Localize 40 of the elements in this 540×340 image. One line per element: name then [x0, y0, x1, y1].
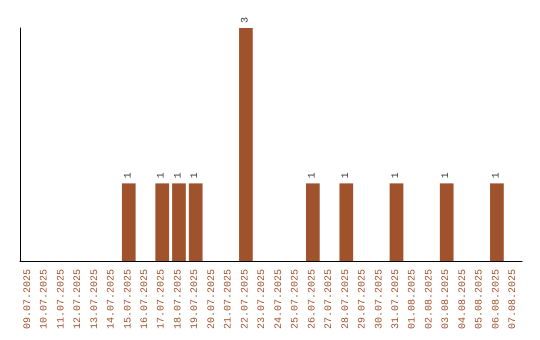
data-label: 1: [123, 172, 134, 178]
x-tick-label: 24.07.2025: [274, 268, 285, 330]
x-tick-label: 01.08.2025: [408, 268, 419, 330]
x-tick-label: 30.07.2025: [374, 268, 386, 330]
x-tick-label: 29.07.2025: [358, 268, 369, 330]
x-tick-label: 22.07.2025: [240, 268, 252, 330]
x-tick-label: 14.07.2025: [106, 268, 118, 330]
x-tick-label: 21.07.2025: [224, 268, 235, 330]
x-tick-label: 20.07.2025: [206, 268, 218, 330]
x-tick-label: 06.08.2025: [491, 268, 502, 330]
x-tick-label: 27.07.2025: [324, 268, 336, 330]
data-label: 1: [340, 172, 352, 178]
x-tick-label: 23.07.2025: [257, 268, 268, 330]
x-tick-label: 25.07.2025: [290, 268, 302, 330]
data-label: 1: [391, 172, 402, 178]
data-label: 1: [491, 172, 502, 178]
data-label: 1: [441, 172, 452, 178]
x-tick-label: 09.07.2025: [22, 268, 34, 330]
data-label: 1: [173, 172, 184, 178]
data-label: 1: [307, 172, 318, 178]
x-tick-label: 10.07.2025: [40, 268, 51, 330]
data-label: 3: [240, 16, 252, 23]
x-tick-label: 26.07.2025: [307, 268, 318, 330]
x-tick-label: 11.07.2025: [56, 268, 68, 330]
x-tick-label: 05.08.2025: [474, 268, 486, 330]
x-tick-label: 13.07.2025: [90, 268, 101, 330]
x-tick-label: 31.07.2025: [391, 268, 402, 330]
x-tick-label: 16.07.2025: [140, 268, 151, 330]
x-tick-label: 07.08.2025: [508, 268, 520, 330]
x-tick-label: 18.07.2025: [173, 268, 184, 330]
x-tick-label: 12.07.2025: [73, 268, 84, 330]
x-tick-label: 19.07.2025: [190, 268, 202, 330]
data-label: 1: [190, 172, 202, 178]
x-tick-label: 17.07.2025: [156, 268, 168, 330]
x-tick-label: 28.07.2025: [340, 268, 352, 330]
data-label: 1: [156, 172, 168, 178]
x-tick-label: 03.08.2025: [441, 268, 452, 330]
x-tick-label: 02.08.2025: [424, 268, 436, 330]
x-tick-label: 15.07.2025: [123, 268, 134, 330]
x-tick-label: 04.08.2025: [458, 268, 469, 330]
